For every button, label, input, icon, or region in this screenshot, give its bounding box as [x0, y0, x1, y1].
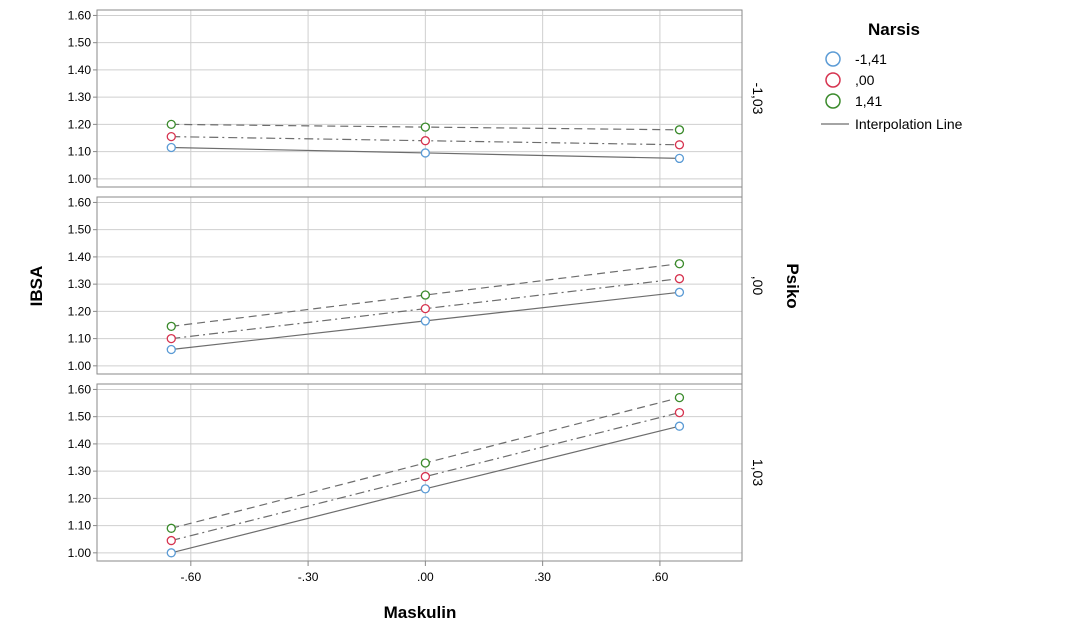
data-point	[166, 548, 176, 558]
panel-2: 1.00 1.10 1.20 1.30 1.40 1.50 1.60 ,00	[68, 195, 766, 375]
data-point	[420, 122, 431, 132]
data-point	[166, 523, 176, 533]
data-point	[674, 421, 685, 431]
x-tick-label: .00	[417, 570, 434, 584]
x-axis-title: Maskulin	[384, 603, 457, 622]
data-point	[674, 153, 685, 164]
x-tick-label: .60	[652, 570, 669, 584]
panel-label: ,00	[750, 276, 766, 296]
series-line	[171, 263, 680, 327]
data-point	[166, 119, 176, 130]
y-tick-label: 1.50	[68, 223, 92, 237]
y-axis-title: IBSA	[27, 266, 46, 307]
y-tick-label: 1.20	[68, 304, 92, 318]
data-point	[420, 136, 431, 146]
panels: 1.00 1.10 1.20 1.30 1.40 1.50 1.60 -1,03 1.00 1.1…	[68, 8, 766, 562]
y-tick-label: 1.20	[68, 491, 92, 505]
data-point	[420, 303, 431, 314]
y-tick-label: 1.40	[68, 63, 92, 77]
y-tick-label: 1.60	[68, 382, 92, 396]
y-tick-label: 1.10	[68, 145, 92, 159]
panel-label: -1,03	[750, 83, 766, 115]
legend-marker	[825, 72, 841, 88]
data-point	[420, 316, 431, 326]
y-tick-label: 1.30	[68, 464, 92, 478]
data-point	[674, 125, 685, 135]
data-point	[674, 274, 685, 284]
y-tick-label: 1.30	[68, 277, 92, 291]
data-point	[420, 484, 431, 494]
legend-label: -1,41	[855, 51, 887, 67]
y-tick-label: 1.50	[68, 410, 92, 424]
data-point	[166, 344, 176, 355]
panel-1: 1.00 1.10 1.20 1.30 1.40 1.50 1.60 -1,03	[68, 8, 766, 188]
y-tick-label: 1.20	[68, 117, 92, 131]
y-tick-label: 1.60	[68, 8, 92, 22]
legend: Narsis -1,41 ,00 1,41 Interpolation Line	[821, 20, 963, 132]
panel-label: 1,03	[750, 459, 766, 486]
data-point	[674, 392, 685, 403]
y-tick-label: 1.10	[68, 332, 92, 346]
y-tick-label: 1.50	[68, 36, 92, 50]
panel-3: 1.00 1.10 1.20 1.30 1.40 1.50 1.60 1,03	[68, 382, 766, 562]
legend-label: 1,41	[855, 93, 882, 109]
y-tick-label: 1.00	[68, 359, 92, 373]
data-point	[166, 321, 176, 331]
data-point	[166, 333, 176, 344]
panel-frame	[96, 9, 743, 188]
data-point	[166, 142, 176, 153]
y-tick-label: 1.00	[68, 546, 92, 560]
legend-items: -1,41 ,00 1,41	[825, 51, 887, 109]
y-tick-label: 1.30	[68, 90, 92, 104]
y-tick-label: 1.40	[68, 250, 92, 264]
data-point	[166, 131, 176, 142]
data-point	[420, 458, 431, 468]
data-point	[166, 535, 176, 546]
data-point	[420, 471, 431, 482]
data-point	[674, 259, 685, 269]
legend-label: ,00	[855, 72, 875, 88]
y-tick-label: 1.00	[68, 172, 92, 186]
x-axis: -.60 -.30 .00 .30 .60	[180, 561, 669, 584]
x-tick-label: -.60	[180, 570, 201, 584]
data-point	[420, 290, 431, 300]
legend-marker	[825, 51, 841, 67]
x-tick-label: .30	[534, 570, 551, 584]
y-tick-label: 1.40	[68, 437, 92, 451]
data-point	[420, 148, 431, 158]
panel-variable-title: Psiko	[783, 263, 802, 308]
data-point	[674, 140, 685, 150]
legend-marker	[825, 93, 841, 109]
x-tick-label: -.30	[298, 570, 319, 584]
y-tick-label: 1.10	[68, 519, 92, 533]
data-point	[674, 287, 685, 297]
data-point	[674, 407, 685, 418]
legend-interpolation-label: Interpolation Line	[855, 116, 963, 132]
y-tick-label: 1.60	[68, 195, 92, 209]
legend-title: Narsis	[868, 20, 920, 39]
